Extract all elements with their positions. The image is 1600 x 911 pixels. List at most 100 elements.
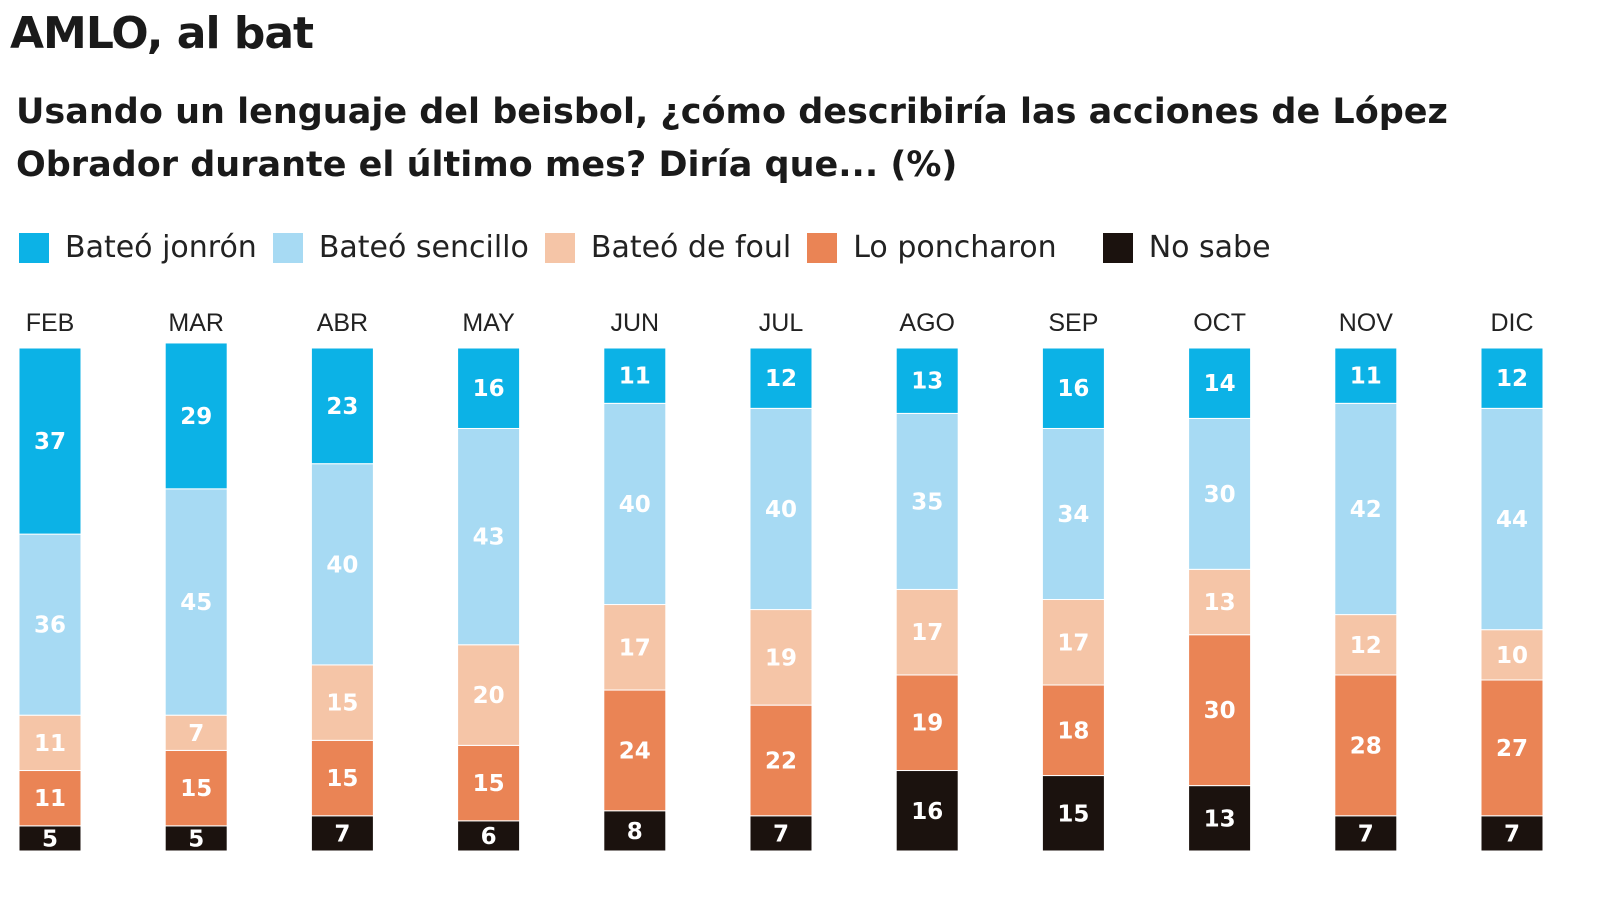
bar-segment (1041, 599, 1105, 686)
bar-segment (164, 749, 228, 827)
data-label: 12 (1350, 633, 1382, 659)
legend-label: Bateó sencillo (318, 230, 529, 265)
bar-segment (18, 825, 82, 852)
bar-segment (18, 714, 82, 772)
bar-segment (457, 744, 521, 822)
bar-segment (1334, 815, 1398, 852)
bar-segment (1334, 347, 1398, 404)
data-label: 43 (473, 525, 505, 551)
legend-label: No sabe (1148, 230, 1271, 265)
x-tick-label: DIC (1490, 309, 1533, 337)
bar-segment (18, 347, 82, 535)
bar-segment (603, 347, 667, 404)
data-label: 45 (180, 590, 212, 616)
x-tick-label: ABR (317, 309, 368, 337)
data-label: 27 (1496, 736, 1528, 762)
data-label: 15 (1057, 801, 1089, 827)
x-tick-label: OCT (1193, 309, 1246, 337)
bar-segment (457, 644, 521, 746)
chart-title: AMLO, al bat (10, 8, 314, 59)
bar-segment (1188, 347, 1252, 419)
bar-segment (1334, 402, 1398, 616)
data-label: 30 (1204, 698, 1236, 724)
bar-segment (603, 810, 667, 852)
data-label: 23 (326, 394, 358, 420)
legend-item: Bateó de foul (544, 230, 792, 265)
bar-segment (749, 407, 813, 611)
bar-segment (457, 427, 521, 646)
bar-segment (1480, 347, 1544, 409)
bar-segment (1041, 427, 1105, 601)
data-label: 30 (1204, 482, 1236, 508)
data-label: 15 (180, 776, 212, 802)
x-tick-label: FEB (26, 309, 75, 337)
legend-swatch (807, 232, 838, 263)
data-label: 16 (1057, 376, 1089, 402)
data-label: 11 (619, 364, 651, 390)
legend-label: Lo poncharon (853, 230, 1057, 265)
bar-segment (310, 739, 374, 817)
data-label: 44 (1496, 507, 1528, 533)
legend-label: Bateó jonrón (65, 230, 257, 265)
bar-segment (310, 347, 374, 465)
bar-segment (164, 342, 228, 490)
data-label: 42 (1350, 497, 1382, 523)
data-label: 6 (481, 824, 497, 850)
bar-segment (164, 488, 228, 716)
bar-segment (310, 815, 374, 852)
bar-segment (749, 609, 813, 706)
bar-segment (1334, 614, 1398, 676)
data-label: 11 (34, 731, 66, 757)
x-tick-label: NOV (1339, 309, 1394, 337)
legend-item: Lo poncharon (807, 230, 1057, 265)
legend-item: No sabe (1102, 230, 1271, 265)
legend: Bateó jonrón Bateó sencillo Bateó de foul L… (19, 230, 1287, 265)
bar-segment (749, 815, 813, 852)
data-label: 8 (627, 819, 643, 845)
legend-item: Bateó sencillo (272, 230, 529, 265)
data-label: 18 (1057, 718, 1089, 744)
bar-segment (1480, 629, 1544, 681)
data-label: 15 (473, 771, 505, 797)
data-label: 19 (765, 645, 797, 671)
data-label: 11 (34, 786, 66, 812)
data-label: 7 (773, 821, 789, 847)
data-label: 16 (911, 799, 943, 825)
data-label: 7 (1358, 821, 1374, 847)
data-label: 17 (911, 620, 943, 646)
data-label: 14 (1204, 371, 1236, 397)
bar-segment (457, 347, 521, 429)
bar-segment (310, 463, 374, 666)
x-tick-label: MAY (462, 309, 515, 337)
bar-segment (164, 714, 228, 751)
x-tick-label: AGO (899, 309, 955, 337)
bar-segment (749, 704, 813, 817)
bar-segment (164, 825, 228, 852)
bar-segment (1188, 568, 1252, 636)
bar-segment (1188, 417, 1252, 570)
bar-segment (457, 820, 521, 852)
data-label: 28 (1350, 733, 1382, 759)
bar-segment (895, 588, 959, 676)
data-label: 36 (34, 613, 66, 639)
x-tick-label: MAR (168, 309, 224, 337)
legend-swatch (544, 232, 575, 263)
bar-segment (895, 674, 959, 772)
data-label: 13 (1204, 590, 1236, 616)
data-label: 5 (188, 826, 204, 852)
bar-segment (895, 770, 959, 852)
legend-swatch (19, 232, 49, 263)
bar-segment (18, 533, 82, 716)
bar-segment (1041, 775, 1105, 852)
bar-segment (1480, 407, 1544, 631)
data-label: 40 (619, 492, 651, 518)
data-label: 13 (1204, 806, 1236, 832)
legend-label: Bateó de foul (590, 230, 792, 265)
chart-subtitle: Usando un lenguaje del beisbol, ¿cómo de… (16, 92, 1448, 185)
x-tick-label: JUN (610, 309, 659, 337)
data-label: 29 (180, 404, 212, 430)
data-label: 40 (765, 497, 797, 523)
bar-segment (603, 604, 667, 691)
